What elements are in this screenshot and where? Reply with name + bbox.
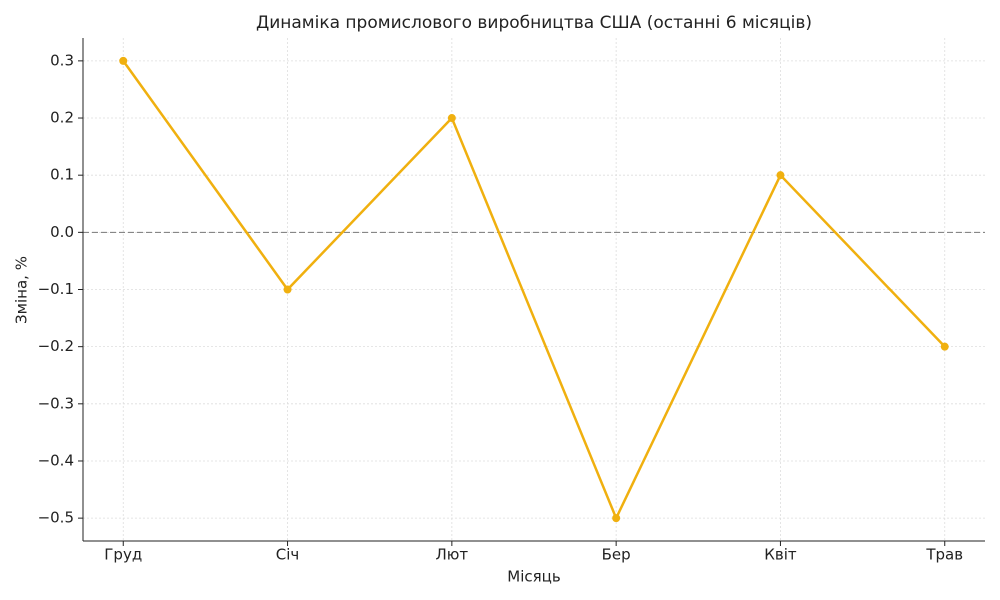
y-tick-label: 0.1 [50, 166, 74, 184]
x-tick-label: Квіт [764, 546, 797, 564]
x-tick-label: Груд [104, 546, 142, 564]
y-tick-label: 0.2 [50, 109, 74, 127]
y-tick-label: −0.5 [38, 509, 74, 527]
point [119, 56, 128, 65]
x-tick-label: Трав [925, 546, 963, 564]
point [612, 514, 621, 523]
y-tick-label: −0.4 [38, 451, 74, 469]
series-line [122, 60, 946, 522]
point [283, 285, 292, 294]
y-tick-label: 0.3 [50, 51, 74, 69]
y-tick-label: −0.3 [38, 394, 74, 412]
y-axis-label: Зміна, % [13, 256, 31, 324]
x-tick-label: Лют [436, 546, 469, 564]
x-tick-label: Бер [602, 546, 631, 564]
x-axis-label: Місяць [507, 568, 560, 586]
point [776, 171, 785, 180]
x-tick-label: Січ [276, 546, 300, 564]
y-tick-label: −0.1 [38, 280, 74, 298]
y-tick-label: 0.0 [50, 223, 74, 241]
point [447, 114, 456, 123]
chart-title: Динаміка промислового виробництва США (о… [256, 13, 812, 33]
y-tick-label: −0.2 [38, 337, 74, 355]
point [940, 342, 949, 351]
